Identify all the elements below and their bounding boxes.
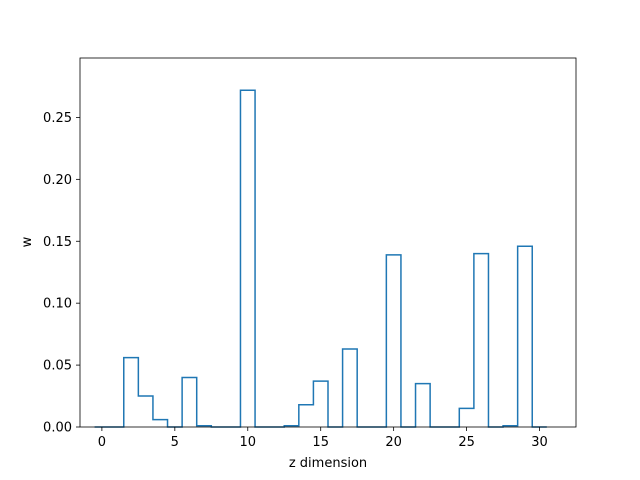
y-tick-label: 0.25 — [43, 111, 72, 126]
x-tick-label: 30 — [531, 435, 548, 450]
x-tick-label: 0 — [98, 435, 106, 450]
y-tick-label: 0.10 — [43, 297, 72, 312]
x-tick-label: 5 — [171, 435, 179, 450]
x-tick-label: 15 — [312, 435, 329, 450]
y-tick-label: 0.15 — [43, 235, 72, 250]
x-axis-label: z dimension — [289, 456, 367, 471]
y-tick-label: 0.00 — [43, 421, 72, 436]
x-tick-label: 25 — [458, 435, 475, 450]
y-tick-label: 0.20 — [43, 173, 72, 188]
plot-area — [79, 57, 577, 428]
x-axis-ticks: 0 5 10 15 20 25 30 — [98, 427, 548, 450]
y-tick-label: 0.05 — [43, 359, 72, 374]
axes-frame — [79, 57, 577, 428]
x-tick-label: 10 — [239, 435, 256, 450]
y-axis-label: w — [20, 236, 35, 247]
x-tick-label: 20 — [385, 435, 402, 450]
y-axis-ticks: 0.00 0.05 0.10 0.15 0.20 0.25 — [43, 111, 80, 436]
